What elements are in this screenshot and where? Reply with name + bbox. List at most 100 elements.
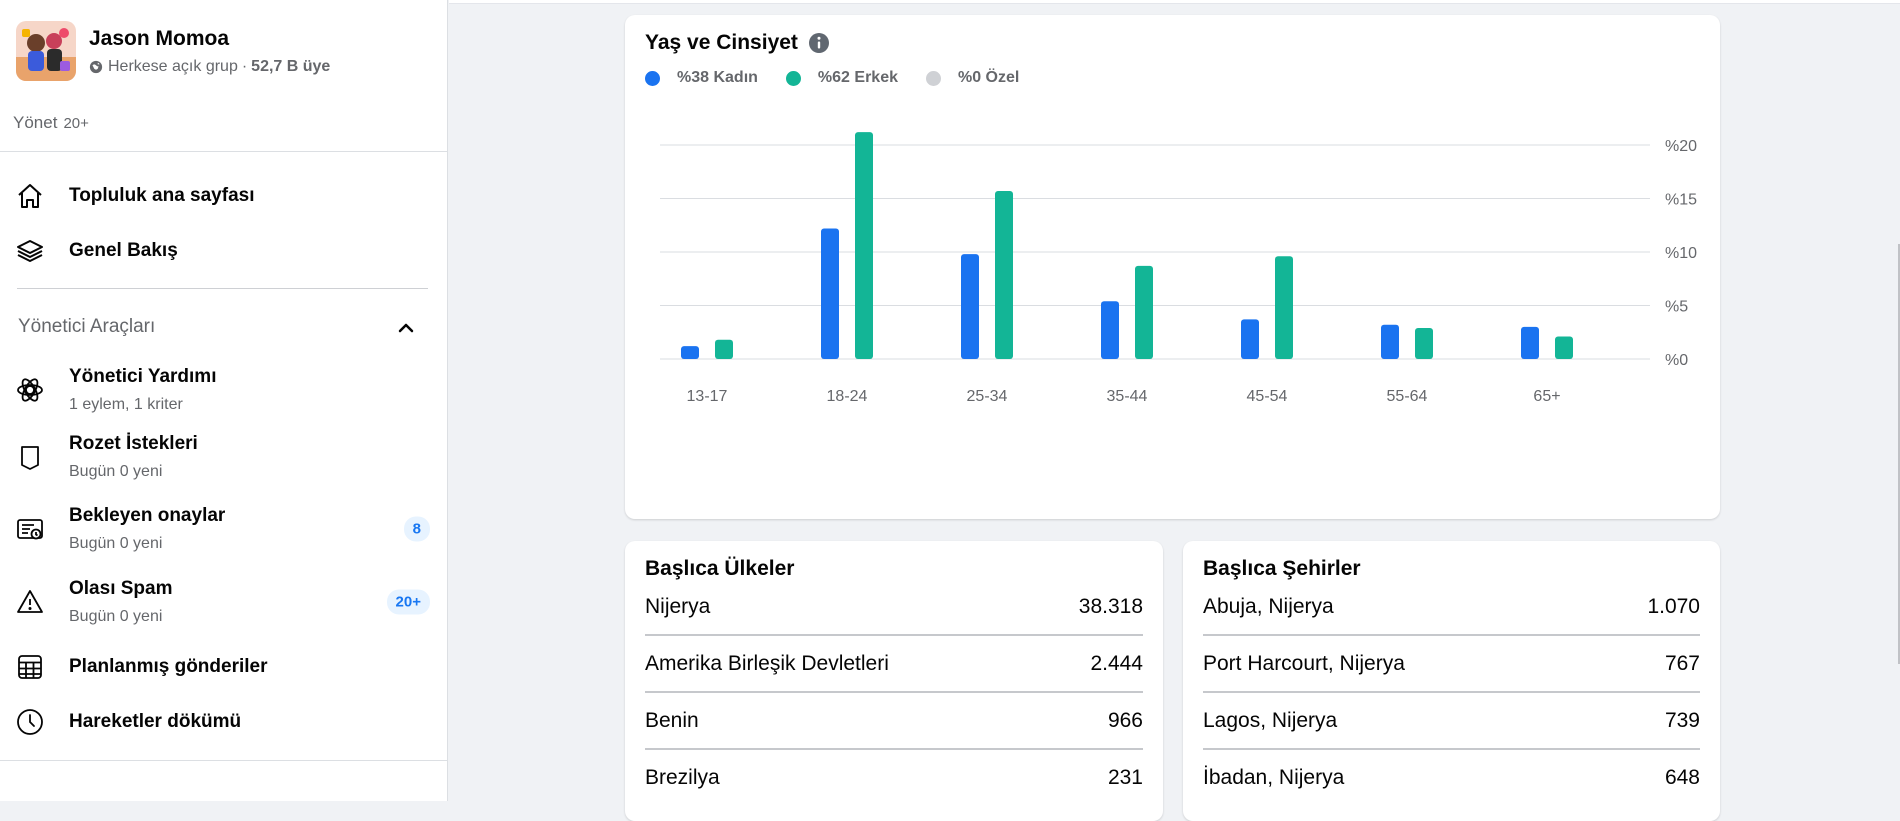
nav-community-home[interactable]: Topluluk ana sayfası <box>16 182 430 210</box>
admin-item-label: Olası Spam <box>69 578 173 599</box>
info-icon[interactable] <box>808 32 830 54</box>
city-value: 1.070 <box>1647 595 1700 618</box>
manage-link[interactable]: Yönet 20+ <box>13 113 89 133</box>
row-divider <box>645 748 1143 750</box>
list-item: Amerika Birleşik Devletleri 2.444 <box>645 652 1143 676</box>
admin-item-sub: Bugün 0 yeni <box>69 463 163 480</box>
chart-legend: %38 Kadın %62 Erkek %0 Özel <box>645 69 1047 87</box>
bar-female <box>1381 324 1399 359</box>
legend-label: %38 Kadın <box>677 69 758 86</box>
bar-female <box>1241 319 1259 359</box>
x-tick-label: 65+ <box>1533 388 1560 405</box>
bar-male <box>1275 256 1293 359</box>
page-scrollbar[interactable] <box>1898 244 1900 664</box>
bar-female <box>681 346 699 359</box>
legend-dot-male <box>785 70 801 86</box>
city-name: Lagos, Nijerya <box>1203 709 1338 732</box>
y-tick-label: %15 <box>1665 192 1697 209</box>
admin-item-possible-spam[interactable]: Olası Spam Bugün 0 yeni 20+ <box>16 578 430 626</box>
top-cities-card: Başlıca Şehirler Abuja, Nijerya 1.070 Po… <box>1183 541 1720 821</box>
clock-icon <box>16 708 44 736</box>
admin-item-badge-requests[interactable]: Rozet İstekleri Bugün 0 yeni <box>16 433 430 481</box>
calendar-grid-icon <box>16 653 44 681</box>
warning-icon <box>16 588 44 616</box>
group-avatar[interactable] <box>16 21 76 81</box>
admin-item-pending-approvals[interactable]: Bekleyen onaylar Bugün 0 yeni 8 <box>16 505 430 553</box>
country-name: Nijerya <box>645 595 711 618</box>
chevron-up-icon[interactable] <box>396 318 416 338</box>
legend-item-female: %38 Kadın <box>645 69 758 87</box>
group-header[interactable]: Jason Momoa Herkese açık grup · 52,7 B ü… <box>16 21 330 81</box>
list-item: Brezilya 231 <box>645 766 1143 790</box>
admin-tools-title[interactable]: Yönetici Araçları <box>18 316 156 337</box>
row-divider <box>1203 748 1700 750</box>
manage-count: 20+ <box>63 115 89 132</box>
age-gender-card: %20 %15 %10 %5 %0 13-17 18-24 25-34 35-44 45-54 55… <box>625 15 1720 519</box>
country-value: 38.318 <box>1078 595 1143 618</box>
legend-dot-female <box>645 70 660 86</box>
admin-item-label: Bekleyen onaylar <box>69 505 226 526</box>
row-divider <box>1203 691 1700 693</box>
separator-dot: · <box>241 58 248 75</box>
group-privacy: Herkese açık grup <box>108 58 238 75</box>
nav-label: Genel Bakış <box>69 240 178 261</box>
globe-icon <box>89 60 103 74</box>
admin-item-label: Yönetici Yardımı <box>69 366 217 387</box>
admin-item-admin-assist[interactable]: Yönetici Yardımı 1 eylem, 1 kriter <box>16 366 430 414</box>
bar-male <box>855 132 873 359</box>
badge-icon <box>16 443 44 471</box>
pending-count-badge: 8 <box>403 516 430 542</box>
cities-title: Başlıca Şehirler <box>1203 557 1361 580</box>
bar-male <box>1415 327 1433 359</box>
bar-male <box>715 339 733 359</box>
spam-count-badge: 20+ <box>386 589 430 615</box>
row-divider <box>1203 634 1700 636</box>
legend-dot-other <box>925 70 941 86</box>
bar-male <box>1555 336 1573 359</box>
legend-item-male: %62 Erkek <box>785 69 898 87</box>
x-tick-label: 25-34 <box>967 388 1008 405</box>
admin-assist-icon <box>16 376 44 404</box>
admin-item-sub: 1 eylem, 1 kriter <box>69 396 183 413</box>
country-name: Benin <box>645 709 699 732</box>
admin-item-scheduled-posts[interactable]: Planlanmış gönderiler <box>16 653 430 681</box>
admin-item-activity-log[interactable]: Hareketler dökümü <box>16 708 430 736</box>
top-strip <box>449 0 1900 4</box>
list-item: Port Harcourt, Nijerya 767 <box>1203 652 1700 676</box>
bar-male <box>995 191 1013 359</box>
y-tick-label: %0 <box>1665 352 1688 369</box>
city-name: İbadan, Nijerya <box>1203 766 1345 789</box>
city-value: 648 <box>1664 766 1700 789</box>
top-countries-card: Başlıca Ülkeler Nijerya 38.318 Amerika B… <box>625 541 1163 821</box>
country-value: 231 <box>1107 766 1143 789</box>
x-tick-label: 18-24 <box>827 388 868 405</box>
y-tick-label: %5 <box>1665 299 1688 316</box>
group-members[interactable]: 52,7 B üye <box>251 58 331 75</box>
chart-title: Yaş ve Cinsiyet <box>645 31 798 54</box>
age-gender-chart: %20 %15 %10 %5 %0 13-17 18-24 25-34 35-44 45-54 55… <box>660 132 1697 405</box>
country-name: Brezilya <box>645 766 720 789</box>
row-divider <box>645 691 1143 693</box>
x-tick-label: 55-64 <box>1387 388 1428 405</box>
left-sidebar: Jason Momoa Herkese açık grup · 52,7 B ü… <box>0 0 448 801</box>
admin-item-sub: Bugün 0 yeni <box>69 608 163 625</box>
x-tick-label: 35-44 <box>1107 388 1148 405</box>
legend-label: %62 Erkek <box>817 69 898 86</box>
group-name[interactable]: Jason Momoa <box>89 27 230 50</box>
row-divider <box>645 634 1143 636</box>
legend-label: %0 Özel <box>957 69 1020 86</box>
bar-male <box>1135 265 1153 359</box>
x-tick-label: 45-54 <box>1247 388 1288 405</box>
nav-overview[interactable]: Genel Bakış <box>16 237 430 265</box>
bar-female <box>1101 301 1119 359</box>
list-item: İbadan, Nijerya 648 <box>1203 766 1700 790</box>
nav-label: Topluluk ana sayfası <box>69 185 255 206</box>
legend-item-other: %0 Özel <box>925 69 1020 87</box>
country-name: Amerika Birleşik Devletleri <box>645 652 889 675</box>
layers-icon <box>16 237 44 265</box>
city-value: 739 <box>1664 709 1700 732</box>
admin-item-sub: Bugün 0 yeni <box>69 535 163 552</box>
city-name: Abuja, Nijerya <box>1203 595 1334 618</box>
admin-item-label: Planlanmış gönderiler <box>69 656 268 677</box>
divider <box>0 760 448 761</box>
